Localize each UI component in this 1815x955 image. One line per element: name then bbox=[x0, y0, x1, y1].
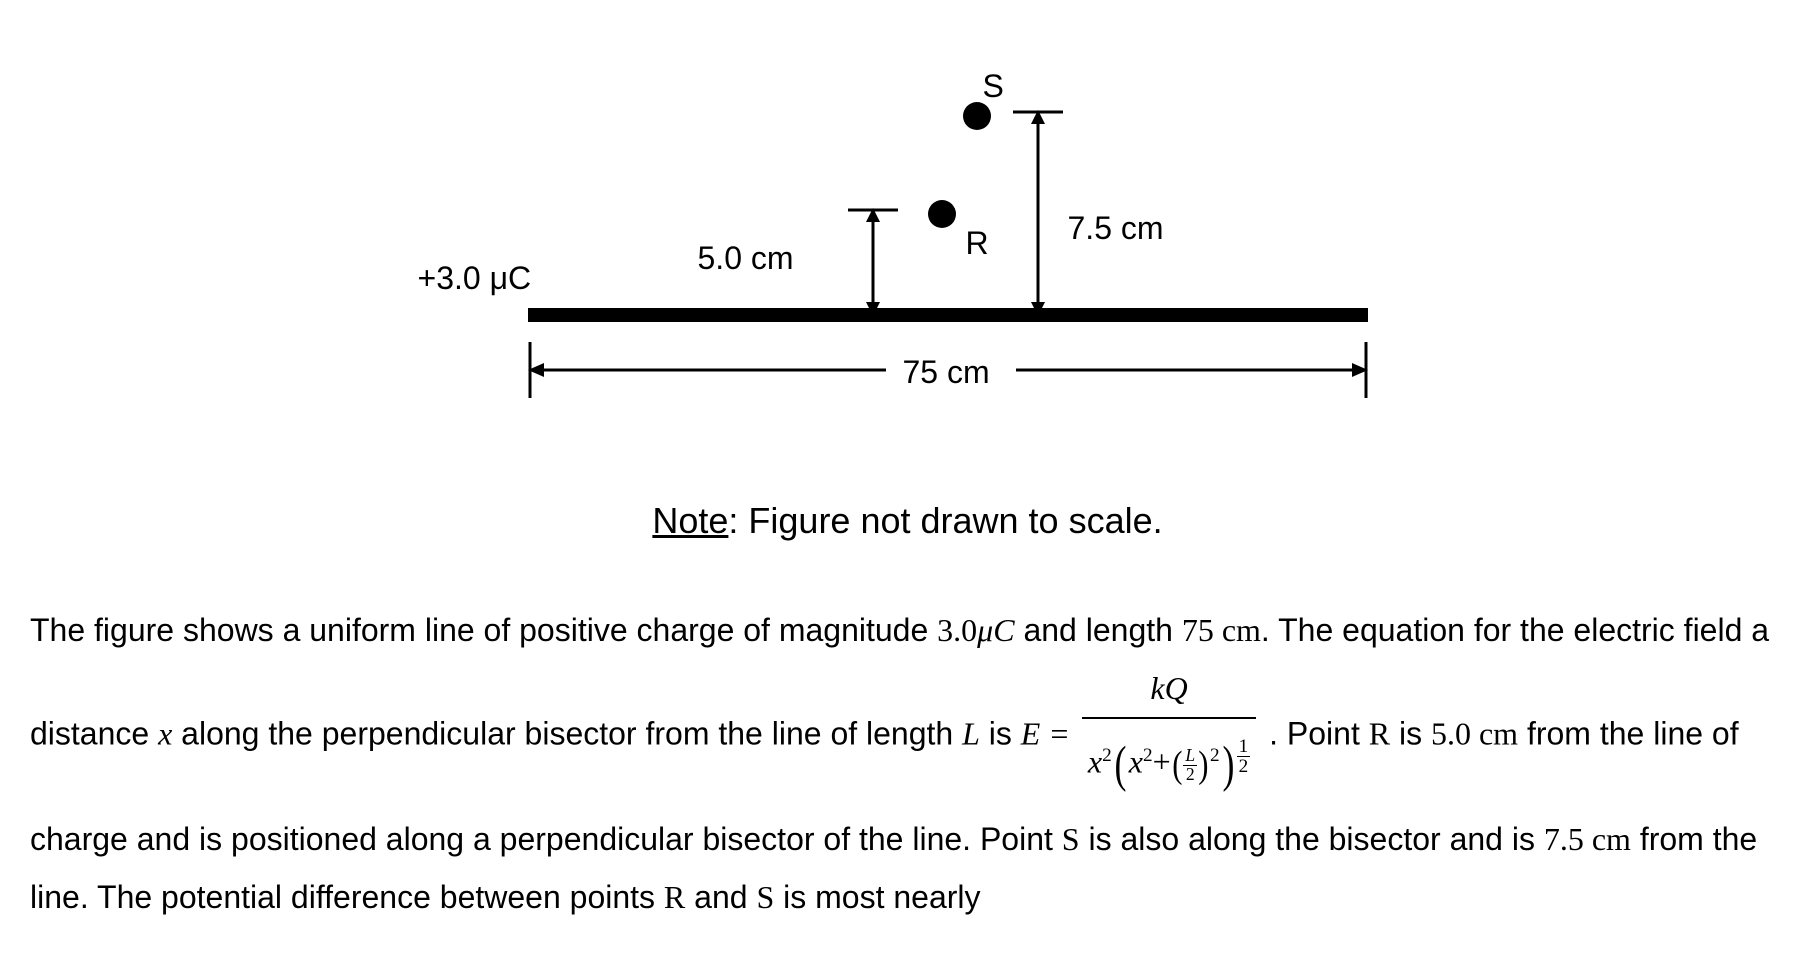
point-r-label: R bbox=[966, 225, 989, 262]
text-seg-1e: is bbox=[980, 715, 1021, 751]
text-seg-1d: along the perpendicular bisector from th… bbox=[172, 715, 962, 751]
var-x: x bbox=[158, 715, 172, 751]
eq-lhs: E = bbox=[1021, 715, 1078, 751]
field-equation-fraction: kQ x2(x2+(L2)2)12 bbox=[1082, 660, 1256, 812]
text-seg-2a: is bbox=[1390, 715, 1431, 751]
text-seg-2f: is most nearly bbox=[774, 879, 980, 915]
arrow-7-5cm-icon bbox=[1013, 110, 1063, 316]
point-s-label: S bbox=[983, 68, 1004, 105]
distance-5cm-label: 5.0 cm bbox=[698, 240, 794, 277]
text-seg-2c: is also along the bisector and is bbox=[1080, 821, 1544, 857]
arrow-5cm-icon bbox=[848, 208, 898, 316]
q-unit: μC bbox=[977, 612, 1014, 648]
S-ref-2: S bbox=[756, 879, 774, 915]
s-dist-value: 7.5 cm bbox=[1544, 821, 1631, 857]
q-value: 3.0 bbox=[937, 612, 977, 648]
length-value: 75 cm bbox=[1182, 612, 1261, 648]
eq-numerator: kQ bbox=[1082, 660, 1256, 720]
distance-7-5cm-label: 7.5 cm bbox=[1068, 210, 1164, 247]
r-dist-value: 5.0 cm bbox=[1431, 715, 1518, 751]
problem-statement: The figure shows a uniform line of posit… bbox=[30, 602, 1785, 927]
point-r-dot bbox=[928, 200, 956, 228]
text-seg-2e: and bbox=[685, 879, 756, 915]
physics-figure: +3.0 μC R S 5.0 cm 7.5 cm bbox=[358, 40, 1458, 440]
note-prefix: Note bbox=[652, 500, 728, 541]
text-seg-1f: . Point bbox=[1260, 715, 1369, 751]
var-L: L bbox=[962, 715, 980, 751]
length-75cm-label: 75 cm bbox=[903, 354, 990, 391]
eq-denominator: x2(x2+(L2)2)12 bbox=[1082, 719, 1256, 811]
figure-note: Note: Figure not drawn to scale. bbox=[30, 500, 1785, 542]
charge-magnitude-label: +3.0 μC bbox=[418, 260, 532, 297]
text-seg-1b: and length bbox=[1015, 612, 1182, 648]
S-ref-1: S bbox=[1062, 821, 1080, 857]
R-ref-1: R bbox=[1369, 715, 1390, 751]
text-seg-1a: The figure shows a uniform line of posit… bbox=[30, 612, 937, 648]
R-ref-2: R bbox=[664, 879, 685, 915]
note-rest: : Figure not drawn to scale. bbox=[728, 500, 1162, 541]
line-of-charge bbox=[528, 308, 1368, 322]
point-s-dot bbox=[963, 102, 991, 130]
page-root: +3.0 μC R S 5.0 cm 7.5 cm bbox=[0, 0, 1815, 955]
